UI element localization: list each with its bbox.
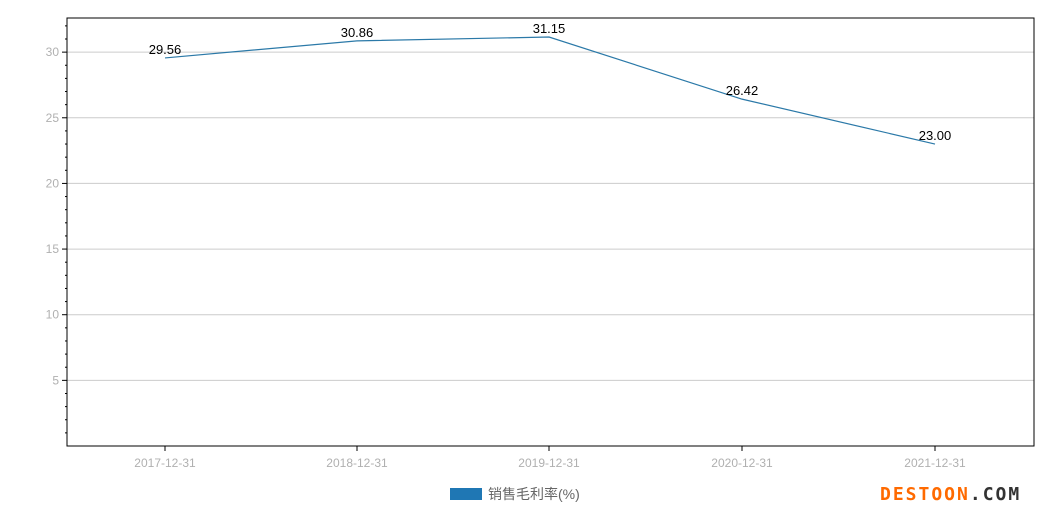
watermark-text-suffix: .COM — [969, 484, 1022, 505]
watermark-logo: DESTOON.COM — [880, 484, 1021, 505]
legend-swatch — [450, 488, 482, 500]
y-tick-label: 5 — [52, 373, 59, 387]
x-tick-label: 2017-12-31 — [134, 456, 196, 470]
x-tick-label: 2019-12-31 — [518, 456, 580, 470]
data-label: 30.86 — [341, 25, 374, 40]
axes — [66, 17, 1035, 447]
data-labels: 29.56 30.86 31.15 26.42 23.00 — [149, 21, 952, 143]
y-tick-label: 25 — [46, 111, 60, 125]
series-layer — [164, 36, 936, 145]
plot-frame — [66, 17, 1035, 447]
watermark-text-main: DESTOON — [880, 484, 970, 505]
y-tick-label: 10 — [46, 308, 60, 322]
grid-lines — [67, 51, 1034, 381]
data-label: 31.15 — [533, 21, 566, 36]
y-axis-ticks: 5 10 15 20 25 30 — [46, 25, 67, 434]
x-tick-label: 2018-12-31 — [326, 456, 388, 470]
legend[interactable]: 销售毛利率(%) — [450, 484, 580, 504]
legend-label: 销售毛利率(%) — [488, 486, 580, 502]
data-label: 29.56 — [149, 42, 182, 57]
y-tick-label: 30 — [46, 45, 60, 59]
y-tick-label: 20 — [46, 176, 60, 190]
x-tick-label: 2021-12-31 — [904, 456, 966, 470]
y-tick-label: 15 — [46, 242, 60, 256]
x-tick-label: 2020-12-31 — [711, 456, 773, 470]
x-axis-ticks: 2017-12-31 2018-12-31 2019-12-31 2020-12-31… — [134, 446, 966, 470]
series-line — [164, 36, 936, 145]
data-label: 26.42 — [726, 83, 759, 98]
data-label: 23.00 — [919, 128, 952, 143]
